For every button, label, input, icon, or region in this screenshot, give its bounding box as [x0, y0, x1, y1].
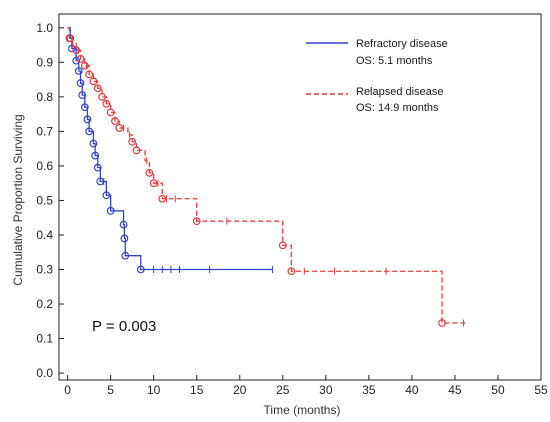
- event-marker: [132, 146, 141, 155]
- event-marker: [192, 217, 201, 226]
- event-marker: [93, 84, 102, 93]
- event-marker: [76, 79, 85, 87]
- y-tick-label: 0.3: [36, 263, 53, 277]
- y-tick-label: 0.6: [36, 159, 53, 173]
- x-tick-label: 55: [534, 383, 548, 397]
- legend-label-relapsed: Relapsed disease: [356, 86, 443, 98]
- axes-layer: 0 5 10 15 20 25 30 35 40 45 50 55 0.0 0.1 0.2 0.3 0.4 0.5…: [36, 13, 548, 397]
- event-marker: [85, 127, 94, 136]
- legend-median-relapsed: OS: 14.9 months: [356, 102, 439, 114]
- legend-median-refractory: OS: 5.1 months: [356, 55, 433, 67]
- event-marker: [89, 139, 98, 148]
- event-marker: [83, 115, 92, 124]
- event-marker: [278, 241, 287, 250]
- series-1: [65, 27, 466, 327]
- event-marker: [438, 319, 446, 327]
- x-axis-title: Time (months): [264, 403, 341, 417]
- series-layer: [65, 27, 466, 327]
- x-tick-label: 25: [276, 383, 290, 397]
- event-marker: [80, 103, 89, 112]
- event-marker: [287, 267, 296, 276]
- event-marker: [72, 46, 81, 55]
- event-marker: [89, 77, 98, 86]
- event-marker: [128, 137, 137, 146]
- event-marker: [145, 168, 154, 177]
- event-marker: [102, 191, 111, 200]
- x-tick-label: 30: [319, 383, 333, 397]
- x-tick-label: 50: [491, 383, 505, 397]
- y-tick-label: 0.4: [36, 228, 53, 242]
- event-marker: [74, 67, 83, 75]
- x-tick-label: 35: [362, 383, 376, 397]
- x-tick-label: 45: [448, 383, 462, 397]
- event-marker: [93, 163, 102, 172]
- legend: Refractory disease OS: 5.1 months Relaps…: [306, 38, 448, 114]
- y-tick-label: 0.8: [36, 90, 53, 104]
- y-tick-label: 0.9: [36, 55, 53, 69]
- event-marker: [115, 124, 124, 132]
- legend-label-refractory: Refractory disease: [356, 38, 448, 50]
- y-tick-label: 0.2: [36, 297, 53, 311]
- event-marker: [98, 92, 106, 101]
- event-marker: [78, 91, 87, 100]
- event-marker: [91, 151, 100, 160]
- event-marker: [80, 61, 89, 70]
- y-axis-title: Cumulative Proportion Surviving: [11, 114, 25, 285]
- x-tick-label: 20: [233, 383, 247, 397]
- event-marker: [85, 70, 94, 79]
- x-tick-label: 0: [64, 383, 71, 397]
- event-marker: [121, 251, 130, 260]
- event-marker: [68, 44, 76, 53]
- event-marker: [102, 99, 111, 108]
- x-tick-label: 40: [405, 383, 419, 397]
- event-marker: [119, 220, 128, 229]
- p-value-annotation: P = 0.003: [92, 318, 156, 335]
- event-marker: [72, 56, 81, 65]
- event-marker: [76, 54, 85, 63]
- event-marker: [65, 34, 74, 43]
- x-tick-label: 5: [107, 383, 114, 397]
- event-marker: [106, 206, 115, 215]
- event-marker: [111, 117, 119, 125]
- event-marker: [136, 265, 145, 274]
- plot-frame: [58, 13, 542, 381]
- event-marker: [120, 234, 129, 243]
- event-marker: [158, 194, 167, 203]
- y-tick-label: 0.5: [36, 193, 53, 207]
- y-tick-label: 0.1: [36, 332, 53, 346]
- x-tick-label: 10: [147, 383, 161, 397]
- y-tick-label: 0.0: [36, 366, 53, 380]
- event-marker: [149, 179, 158, 188]
- y-tick-label: 1.0: [36, 21, 53, 35]
- event-marker: [106, 108, 115, 117]
- survival-curve: [67, 27, 466, 324]
- y-tick-label: 0.7: [36, 124, 53, 138]
- x-tick-label: 15: [190, 383, 204, 397]
